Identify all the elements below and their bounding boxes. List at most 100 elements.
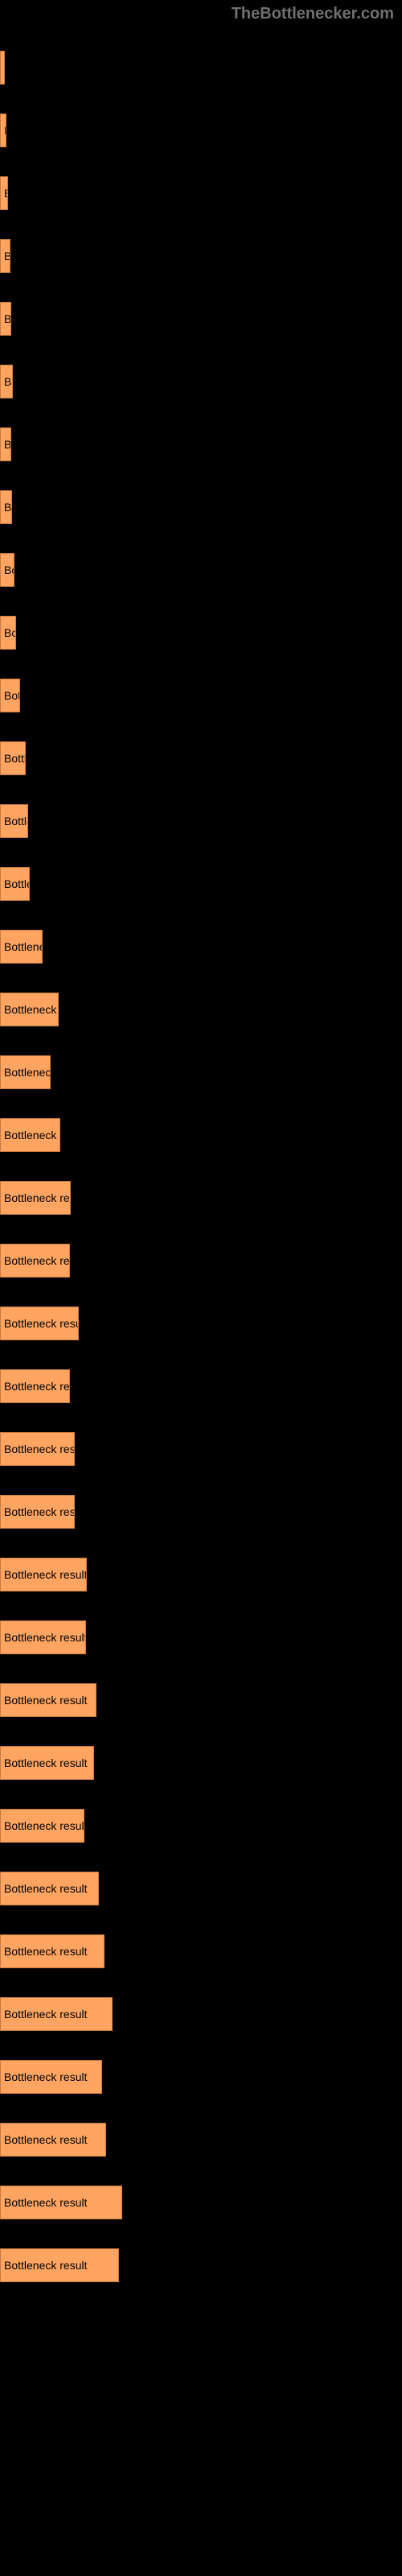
bar: Bottleneck result (0, 553, 14, 587)
bar: Bottleneck result (0, 2060, 102, 2094)
bar-label: Bottleneck result (4, 2008, 88, 2021)
bar-row: Bottleneck result (0, 601, 402, 664)
bar: Bottleneck result (0, 741, 26, 775)
bar-label: Bottleneck result (4, 2070, 88, 2083)
bar: Bottleneck result (0, 302, 11, 336)
bar-label: Bottleneck result (4, 2259, 88, 2272)
bar: Bottleneck result (0, 1934, 105, 1968)
bar-label: Bottleneck result (4, 689, 20, 702)
bar-row: Bottleneck result (0, 99, 402, 162)
bar-row: Bottleneck result (0, 1983, 402, 2046)
bar: Bottleneck result (0, 114, 6, 147)
bar: Bottleneck result (0, 1369, 70, 1403)
bar: Bottleneck result (0, 176, 8, 210)
bar: Bottleneck result (0, 867, 30, 901)
bar-label: Bottleneck result (4, 438, 11, 451)
bar-row: Bottleneck result (0, 664, 402, 727)
bar-row: Bottleneck result (0, 1794, 402, 1857)
bar: Bottleneck result (0, 1118, 60, 1152)
bar-row: Bottleneck result (0, 1606, 402, 1669)
bar-row: Bottleneck result (0, 1920, 402, 1983)
bar-label: Bottleneck result (4, 1505, 75, 1518)
bar-row: Bottleneck result (0, 162, 402, 225)
bar-label: Bottleneck result (4, 1568, 87, 1581)
bar: Bottleneck result (0, 1307, 79, 1340)
chart-container: Bottleneck result Bottleneck result Bottle… (0, 28, 402, 2305)
bar-row: Bottleneck result (0, 2234, 402, 2297)
bar: Bottleneck result (0, 1432, 75, 1466)
bar: Bottleneck result (0, 51, 5, 85)
bar: Bottleneck result (0, 993, 59, 1026)
bar: Bottleneck result (0, 1558, 87, 1591)
bar: Bottleneck result (0, 930, 43, 964)
bar: Bottleneck result (0, 1495, 75, 1529)
bar: Bottleneck result (0, 679, 20, 712)
bar-label: Bottleneck result (4, 312, 11, 325)
bar-row: Bottleneck result (0, 413, 402, 476)
bar: Bottleneck result (0, 365, 13, 398)
bar-row: Bottleneck result (0, 915, 402, 978)
bar-row: Bottleneck result (0, 1041, 402, 1104)
bar-label: Bottleneck result (4, 124, 6, 137)
bar-row: Bottleneck result (0, 1166, 402, 1229)
bar-row: Bottleneck result (0, 1355, 402, 1418)
bar-row: Bottleneck result (0, 1104, 402, 1166)
bar-label: Bottleneck result (4, 1066, 51, 1079)
bar: Bottleneck result (0, 1055, 51, 1089)
bar-label: Bottleneck result (4, 815, 28, 828)
bar: Bottleneck result (0, 1997, 113, 2031)
bar: Bottleneck result (0, 1181, 71, 1215)
bar: Bottleneck result (0, 804, 28, 838)
bar-row: Bottleneck result (0, 1669, 402, 1732)
bar-row: Bottleneck result (0, 287, 402, 350)
bar-label: Bottleneck result (4, 1945, 88, 1958)
bar-row: Bottleneck result (0, 1732, 402, 1794)
bar-row: Bottleneck result (0, 1857, 402, 1920)
bar-label: Bottleneck result (4, 1380, 70, 1393)
bar-label: Bottleneck result (4, 1757, 88, 1769)
bar-row: Bottleneck result (0, 978, 402, 1041)
bar: Bottleneck result (0, 2123, 106, 2157)
bar-row: Bottleneck result (0, 225, 402, 287)
bar: Bottleneck result (0, 1620, 86, 1654)
bar-label: Bottleneck result (4, 1254, 70, 1267)
bar-row: Bottleneck result (0, 1229, 402, 1292)
bar: Bottleneck result (0, 490, 12, 524)
bar: Bottleneck result (0, 1683, 96, 1717)
bar-label: Bottleneck result (4, 1317, 79, 1330)
bar-row: Bottleneck result (0, 852, 402, 915)
bar-row: Bottleneck result (0, 2046, 402, 2108)
bar: Bottleneck result (0, 427, 11, 461)
bar-label: Bottleneck result (4, 940, 43, 953)
bar-label: Bottleneck result (4, 1003, 59, 1016)
bar-row: Bottleneck result (0, 476, 402, 539)
bar-row: Bottleneck result (0, 727, 402, 790)
bar: Bottleneck result (0, 1746, 94, 1780)
bar-label: Bottleneck result (4, 1631, 86, 1644)
bar: Bottleneck result (0, 1872, 99, 1905)
bar: Bottleneck result (0, 2186, 122, 2219)
bar-label: Bottleneck result (4, 2196, 88, 2209)
bar-label: Bottleneck result (4, 187, 8, 200)
bar-label: Bottleneck result (4, 1882, 88, 1895)
bar-label: Bottleneck result (4, 2133, 88, 2146)
bar-label: Bottleneck result (4, 61, 5, 74)
bar-row: Bottleneck result (0, 2108, 402, 2171)
bar-row: Bottleneck result (0, 350, 402, 413)
bar-label: Bottleneck result (4, 1129, 60, 1141)
bar-label: Bottleneck result (4, 250, 10, 262)
bar: Bottleneck result (0, 616, 16, 650)
bar-row: Bottleneck result (0, 1543, 402, 1606)
header-logo: TheBottlenecker.com (0, 0, 402, 28)
bar-row: Bottleneck result (0, 790, 402, 852)
bar-label: Bottleneck result (4, 1443, 75, 1455)
bar: Bottleneck result (0, 2248, 119, 2282)
bar-label: Bottleneck result (4, 1694, 88, 1707)
bar-label: Bottleneck result (4, 564, 14, 576)
bar-label: Bottleneck result (4, 877, 30, 890)
bar: Bottleneck result (0, 1244, 70, 1278)
bar-label: Bottleneck result (4, 626, 16, 639)
bar-label: Bottleneck result (4, 1819, 84, 1832)
header-text: TheBottlenecker.com (232, 5, 394, 23)
bar-label: Bottleneck result (4, 752, 26, 765)
